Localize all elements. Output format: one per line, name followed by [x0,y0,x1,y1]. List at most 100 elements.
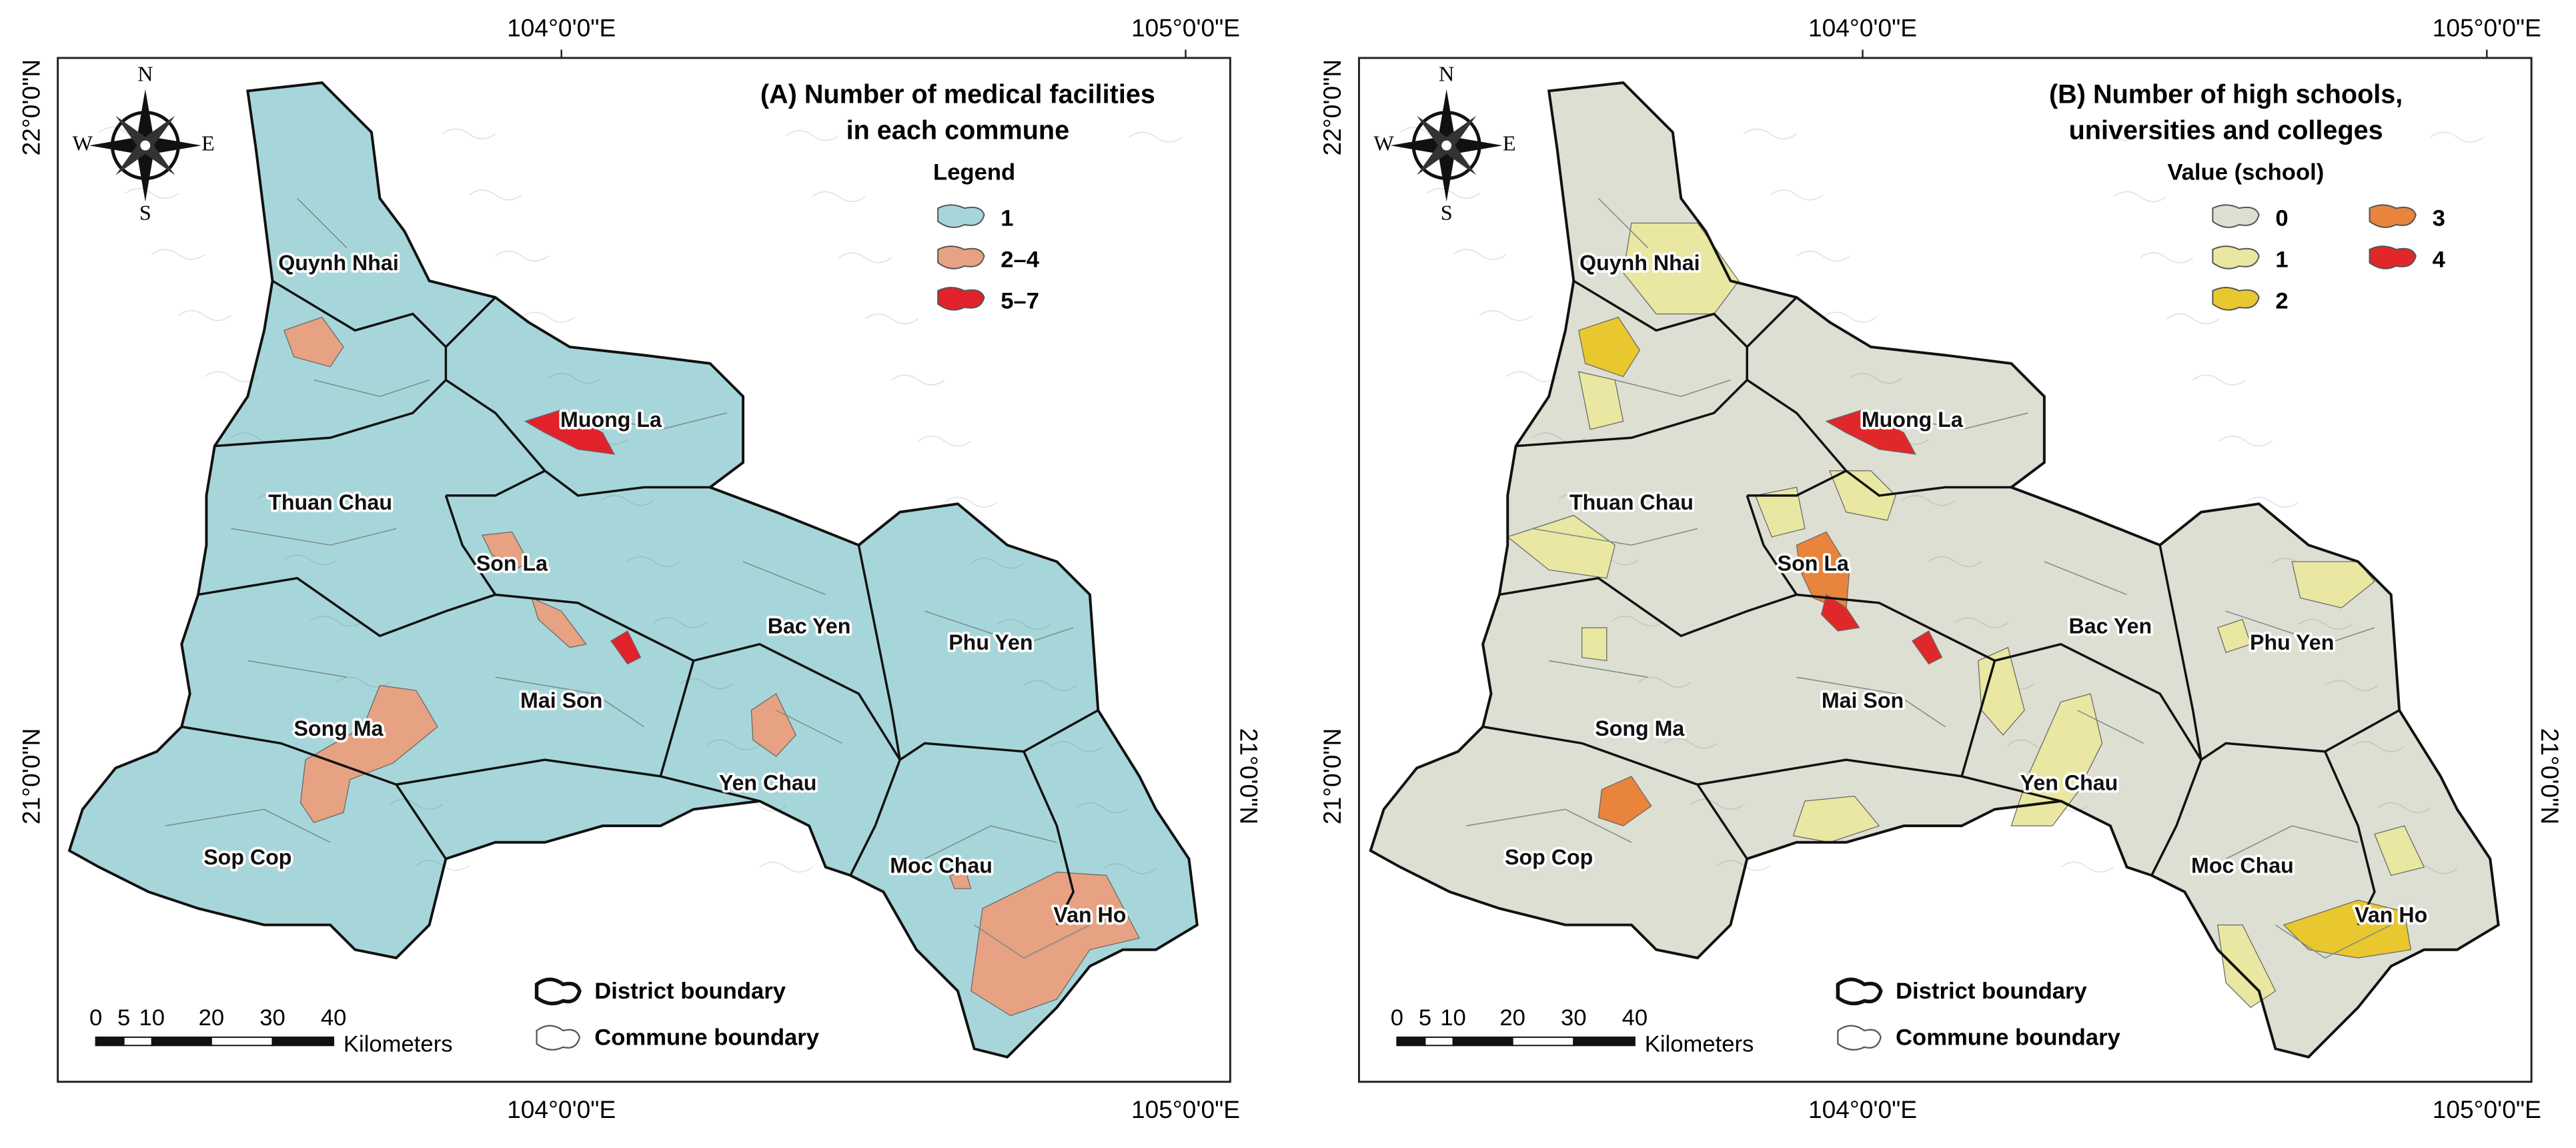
compass-rose: N S E W [1373,61,1515,224]
latitude-label: 21°0'0"N [1235,728,1263,825]
commune-boundary [1796,676,1946,728]
hillshade-stroke [1690,798,1744,810]
commune-boundary [2044,561,2127,596]
commune-patch [1978,646,2025,736]
commune-boundary [1879,412,2028,430]
hillshade-stroke [944,496,998,508]
hillshade-stroke [2113,191,2167,202]
hillshade-stroke [864,313,918,325]
scale-segment [1573,1036,1636,1047]
scale-label: 10 [1440,1005,1466,1031]
commune-boundary [974,924,1091,959]
commune-patch [1829,470,1896,521]
district-label: Muong La [1862,408,1964,432]
hillshade-stroke [2351,741,2405,752]
hillshade-stroke [918,436,972,447]
district-boundary [2150,759,2202,877]
province-area [1370,82,2499,1057]
scale-segment [210,1036,273,1047]
compass-letter: W [1373,131,1394,155]
hillshade-stroke [1129,131,1183,143]
commune-boundary [1549,660,1648,678]
longitude-label: 105°0'0"E [2433,14,2541,42]
district-label: Yen Chau [2020,771,2118,795]
commune-patch [2291,561,2375,608]
boundary-legend-label: Commune boundary [594,1025,820,1051]
district-label: Sop Cop [203,845,291,869]
commune-patch [481,531,530,571]
district-boundary [660,775,760,802]
district-label: Moc Chau [2191,853,2294,877]
hillshade-stroke [389,798,443,810]
district-boundary-swatch [1836,977,1883,1006]
commune-patch [524,409,616,455]
map-title: universities and colleges [2069,116,2383,145]
legend-title: Legend [933,159,1015,185]
commune-boundary [2275,924,2392,959]
district-boundary [2158,544,2202,760]
map-panel: Quynh Nhai Muong La Thuan Chau Son La Bac Ye… [1318,14,2564,1124]
hillshade-stroke [1076,802,1130,813]
hillshade-stroke [2430,131,2484,143]
commune-boundary [231,528,397,546]
scale-label: 5 [117,1005,130,1031]
latitude-label: 22°0'0"N [1318,59,1346,156]
commune-patch [531,597,587,648]
scale-segment [123,1036,153,1047]
latitude-label: 21°0'0"N [17,728,45,825]
map-title: (B) Number of high schools, [2049,79,2403,109]
commune-patch [299,684,438,823]
hillshade-stroke [548,372,602,384]
legend-swatch [937,286,985,311]
hillshade-stroke [1849,372,1903,384]
district-boundary [445,379,710,497]
province-boundary [67,81,1199,1059]
hillshade-stroke [125,187,179,199]
compass-rose: N S E W [73,61,215,224]
hillshade-stroke [468,189,522,201]
district-label: Son La [476,551,548,575]
legend-label: 2 [2275,288,2288,314]
hillshade-stroke [1023,680,1077,691]
commune-patch [1911,630,1943,665]
map-panel: Quynh Nhai Muong La Thuan Chau Son La Bac Ye… [17,14,1263,1124]
commune-patch [2283,899,2412,959]
legend-swatch [2212,245,2260,269]
legend-label: 2–4 [1001,247,1040,273]
hillshade-stroke [627,556,681,568]
hillshade-stroke [2166,313,2220,325]
commune-patch [750,693,796,757]
hillshade-stroke [495,250,549,262]
district-label: Phu Yen [2250,630,2334,654]
district-label: Van Ho [2355,903,2427,927]
district-boundary [1746,379,2012,497]
scale-label: 5 [1419,1005,1431,1031]
province-boundary [1369,81,2500,1059]
compass-letter: W [73,131,93,155]
hillshade-stroke [1928,556,1982,568]
hillshade-stroke [2218,436,2273,447]
hillshade-stroke [442,128,496,139]
commune-patch [1820,594,1860,632]
district-boundary [2324,750,2376,926]
district-boundary [1747,470,1847,497]
district-label: Yen Chau [719,771,817,795]
hillshade-stroke [1796,250,1850,262]
longitude-label: 104°0'0"E [507,1095,616,1123]
legend-swatch [2369,245,2417,269]
hillshade-stroke [204,371,258,382]
legend-label: 5–7 [1001,288,1039,314]
commune-patch [948,871,972,889]
legend-swatch [2212,286,2260,311]
boundary-legend-label: Commune boundary [1896,1025,2121,1051]
district-boundary [1499,576,1798,638]
hillshade-stroke [1902,495,1956,506]
district-label: Phu Yen [948,630,1033,654]
district-label: Van Ho [1053,903,1126,927]
hillshade-stroke [891,374,945,386]
legend-label: 1 [2275,247,2288,273]
scale-segment [95,1036,125,1047]
hillshade-stroke [2060,861,2114,873]
district-label: Muong La [560,408,662,432]
hillshade-stroke [838,252,892,263]
